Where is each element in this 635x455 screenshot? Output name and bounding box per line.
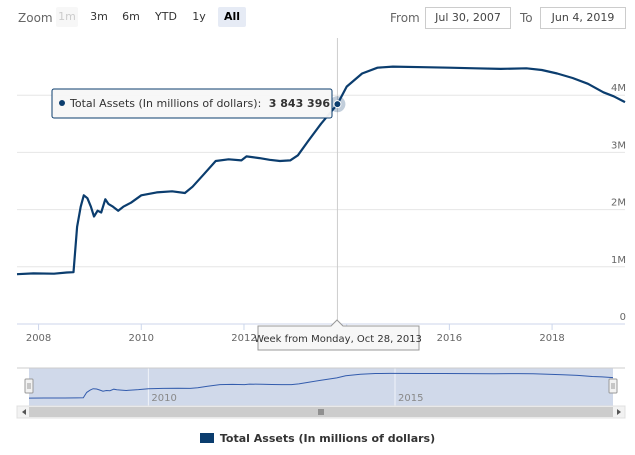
hover-point-marker[interactable] <box>333 100 342 109</box>
tooltip-series-label: Total Assets (In millions of dollars): 3… <box>69 97 330 110</box>
from-date-input[interactable]: Jul 30, 2007 <box>425 7 511 29</box>
tooltip-box <box>51 88 333 119</box>
zoom-ytd-button[interactable]: YTD <box>155 10 177 23</box>
gridlines <box>17 94 625 268</box>
navigator-series-line <box>28 372 614 399</box>
x-tick-label: 2016 <box>437 333 462 344</box>
legend-label: Total Assets (In millions of dollars) <box>219 432 436 445</box>
y-tick-label: 3M <box>611 140 626 151</box>
tooltip-value: 3 843 396 <box>269 97 331 110</box>
to-label: To <box>520 11 533 25</box>
navigator: 2010 2015 <box>17 367 625 407</box>
crosshair-label-text: Week from Monday, Oct 28, 2013 <box>254 334 422 345</box>
x-tick-label: 2008 <box>26 333 51 344</box>
legend-swatch-icon <box>199 433 214 443</box>
navigator-left-handle[interactable] <box>24 378 34 394</box>
zoom-1y-button[interactable]: 1y <box>192 10 206 23</box>
from-label: From <box>390 11 420 25</box>
scroll-left-arrow-icon[interactable] <box>22 409 26 415</box>
crosshair-label-box <box>257 319 420 351</box>
navigator-tick-label: 2015 <box>398 393 423 404</box>
to-date-input[interactable]: Jun 4, 2019 <box>540 7 626 29</box>
range-selector: Zoom 1m 3m 6m YTD 1y All From Jul 30, 20… <box>0 0 635 34</box>
legend[interactable]: Total Assets (In millions of dollars) <box>0 432 635 445</box>
x-tick-label: 2010 <box>129 333 154 344</box>
tooltip: Total Assets (In millions of dollars): 3… <box>51 88 333 119</box>
right-handle-box[interactable] <box>608 378 618 394</box>
x-tick-label: 2018 <box>539 333 564 344</box>
zoom-label: Zoom <box>18 11 53 25</box>
navigator-tick-label: 2010 <box>151 393 176 404</box>
zoom-3m-button[interactable]: 3m <box>90 10 108 23</box>
y-tick-label: 0 <box>620 312 626 323</box>
left-handle-box[interactable] <box>24 378 34 394</box>
navigator-ticks: 2010 2015 <box>147 368 423 406</box>
tooltip-label-text: Total Assets (In millions of dollars): <box>69 97 261 110</box>
tooltip-series-dot <box>59 100 65 106</box>
zoom-1m-button[interactable]: 1m <box>56 7 78 27</box>
y-axis-labels: 0 1M 2M 3M 4M <box>611 83 626 323</box>
navigator-selected-range[interactable] <box>29 368 613 406</box>
x-tick-label: 2012 <box>231 333 256 344</box>
y-tick-label: 1M <box>611 255 626 266</box>
y-tick-label: 2M <box>611 198 626 209</box>
scrollbar[interactable] <box>16 405 626 419</box>
series-line-total-assets[interactable] <box>16 65 626 276</box>
zoom-6m-button[interactable]: 6m <box>122 10 140 23</box>
zoom-all-button[interactable]: All <box>218 7 246 27</box>
y-tick-label: 4M <box>611 83 626 94</box>
navigator-right-handle[interactable] <box>608 378 618 394</box>
scroll-right-arrow-icon[interactable] <box>617 409 621 415</box>
crosshair-label: Week from Monday, Oct 28, 2013 <box>254 319 422 351</box>
